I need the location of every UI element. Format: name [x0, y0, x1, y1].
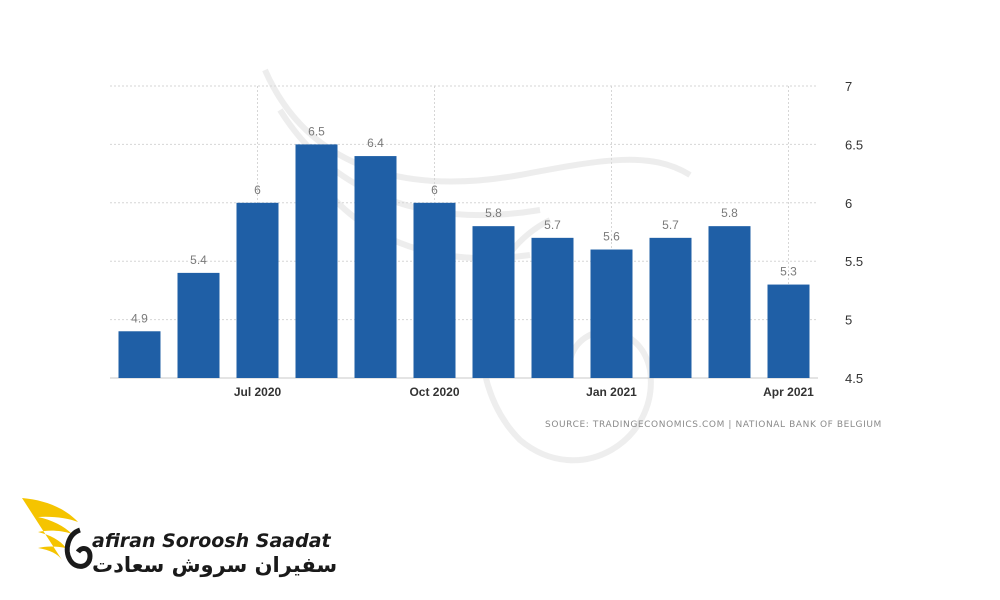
brand-name-fa: سفیران سروش سعادت: [92, 553, 338, 577]
bar: [354, 156, 397, 378]
y-tick-label: 5.5: [845, 254, 863, 269]
source-note: SOURCE: TRADINGECONOMICS.COM | NATIONAL …: [545, 420, 882, 430]
bar-chart: 4.9 5.4 6 6.5 6.4 6 5.8 5.7 5.6 5.7 5.8 5.3 4.5 5 5.5…: [110, 68, 863, 464]
bar: [177, 272, 220, 378]
bar: [118, 331, 161, 378]
bar: [413, 202, 456, 378]
x-tick-label: Jan 2021: [586, 385, 637, 399]
bar: [708, 226, 751, 378]
bar: [590, 249, 633, 378]
bar: [236, 202, 279, 378]
y-tick-label: 6: [845, 196, 852, 211]
bar-data-label: 6: [431, 183, 438, 197]
y-tick-label: 7: [845, 79, 852, 94]
x-tick-label: Apr 2021: [763, 385, 814, 399]
wing-swan-logo-icon: [22, 498, 93, 569]
bar-data-label: 5.7: [544, 218, 561, 232]
x-tick-label: Jul 2020: [234, 385, 282, 399]
bar: [649, 237, 692, 378]
y-axis: 4.5 5 5.5 6 6.5 7: [845, 79, 863, 386]
bar-data-label: 5.3: [780, 265, 797, 279]
bar-data-label: 6: [254, 183, 261, 197]
bar: [295, 144, 338, 378]
bar-data-label: 5.8: [485, 206, 502, 220]
brand-name-en: afiran Soroosh Saadat: [92, 530, 331, 552]
y-tick-label: 6.5: [845, 137, 863, 152]
bar-data-label: 5.4: [190, 253, 207, 267]
bar-data-label: 5.8: [721, 206, 738, 220]
data-labels: 4.9 5.4 6 6.5 6.4 6 5.8 5.7 5.6 5.7 5.8 5.3: [131, 124, 797, 325]
x-tick-label: Oct 2020: [409, 385, 459, 399]
bar: [531, 237, 574, 378]
bar-data-label: 6.4: [367, 136, 384, 150]
bar-data-label: 5.6: [603, 230, 620, 244]
x-axis: Jul 2020 Oct 2020 Jan 2021 Apr 2021: [234, 385, 814, 399]
bar: [472, 226, 515, 378]
bar-series: [118, 144, 810, 378]
y-tick-label: 5: [845, 313, 852, 328]
bar-data-label: 6.5: [308, 124, 325, 138]
bar: [767, 284, 810, 378]
y-tick-label: 4.5: [845, 371, 863, 386]
bar-data-label: 5.7: [662, 218, 679, 232]
bar-data-label: 4.9: [131, 311, 148, 325]
